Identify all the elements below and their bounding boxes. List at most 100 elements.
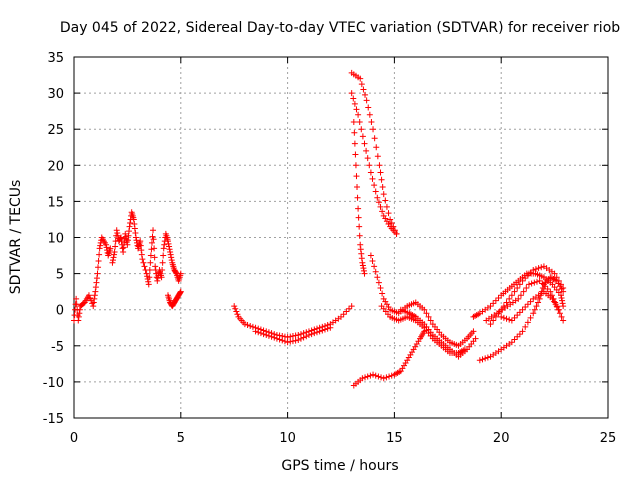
data-point — [257, 330, 264, 337]
data-point — [167, 248, 174, 255]
y-tick-label: -10 — [43, 376, 64, 391]
data-point — [376, 162, 383, 169]
data-point — [73, 295, 80, 302]
data-point — [524, 301, 531, 308]
data-point — [348, 90, 355, 97]
y-tick-label: -15 — [43, 412, 64, 427]
data-point — [138, 251, 145, 258]
data-point — [150, 236, 157, 243]
data-point — [498, 313, 505, 320]
data-point — [365, 104, 372, 111]
data-point — [177, 270, 184, 277]
data-point — [372, 372, 379, 379]
data-point — [161, 241, 168, 248]
data-point — [359, 133, 366, 140]
data-point — [519, 306, 526, 313]
data-point — [472, 335, 479, 342]
data-point — [124, 241, 131, 248]
data-point — [363, 97, 370, 104]
data-point — [177, 289, 184, 296]
data-point — [346, 305, 353, 312]
data-point — [114, 229, 121, 236]
data-point — [244, 322, 251, 329]
data-point — [160, 245, 167, 252]
data-point — [363, 147, 370, 154]
data-point — [547, 288, 554, 295]
data-point — [265, 332, 272, 339]
data-point — [536, 277, 543, 284]
series-arc12 — [350, 328, 428, 389]
data-point — [122, 233, 129, 240]
data-point — [321, 326, 328, 333]
data-point — [388, 220, 395, 227]
data-point — [122, 230, 129, 237]
data-point — [487, 321, 494, 328]
data-point — [522, 303, 529, 310]
data-point — [362, 91, 369, 98]
data-point — [386, 373, 393, 380]
data-point — [281, 338, 288, 345]
y-tick-label: 5 — [56, 268, 64, 283]
data-point — [287, 338, 294, 345]
data-point — [292, 337, 299, 344]
data-point — [366, 162, 373, 169]
data-point — [313, 329, 320, 336]
data-point — [355, 205, 362, 212]
data-point — [555, 306, 562, 313]
data-point — [284, 339, 291, 346]
data-point — [233, 308, 240, 315]
data-point — [165, 240, 172, 247]
data-point — [85, 292, 92, 299]
data-point — [369, 175, 376, 182]
data-point — [375, 279, 382, 286]
data-point — [508, 317, 515, 324]
data-point — [91, 292, 98, 299]
data-point — [289, 333, 296, 340]
data-point — [380, 375, 387, 382]
data-point — [351, 129, 358, 136]
data-point — [516, 309, 523, 316]
data-point — [531, 279, 538, 286]
data-point — [367, 169, 374, 176]
data-point — [527, 314, 534, 321]
data-point — [379, 290, 386, 297]
data-point — [387, 216, 394, 223]
series-arc6 — [348, 69, 400, 237]
data-point — [127, 220, 134, 227]
data-point — [132, 229, 139, 236]
data-point — [367, 252, 374, 259]
data-point — [385, 210, 392, 217]
data-point — [559, 300, 566, 307]
data-point — [114, 232, 121, 239]
series-arc4 — [231, 303, 355, 341]
data-point — [353, 173, 360, 180]
data-point — [379, 208, 386, 215]
data-point — [364, 155, 371, 162]
data-point — [94, 270, 101, 277]
y-tick-label: 30 — [47, 87, 64, 102]
data-point — [160, 252, 167, 259]
data-point — [369, 257, 376, 264]
series-arc16 — [498, 288, 562, 324]
data-point — [427, 317, 434, 324]
data-point — [377, 285, 384, 292]
data-point — [367, 372, 374, 379]
data-point — [514, 285, 521, 292]
data-point — [537, 292, 544, 299]
data-point — [151, 254, 158, 261]
data-point — [511, 336, 518, 343]
data-point — [295, 331, 302, 338]
data-point — [560, 288, 567, 295]
data-point — [378, 374, 385, 381]
data-point — [348, 303, 355, 310]
y-axis-label: SDTVAR / TECUs — [8, 180, 24, 295]
data-point — [76, 310, 83, 317]
data-point — [268, 333, 275, 340]
x-axis-label: GPS time / hours — [281, 458, 398, 474]
data-point — [371, 263, 378, 270]
data-point — [536, 295, 543, 302]
data-point — [530, 266, 537, 273]
data-point — [356, 118, 363, 125]
data-point — [241, 321, 248, 328]
data-point — [111, 251, 118, 258]
